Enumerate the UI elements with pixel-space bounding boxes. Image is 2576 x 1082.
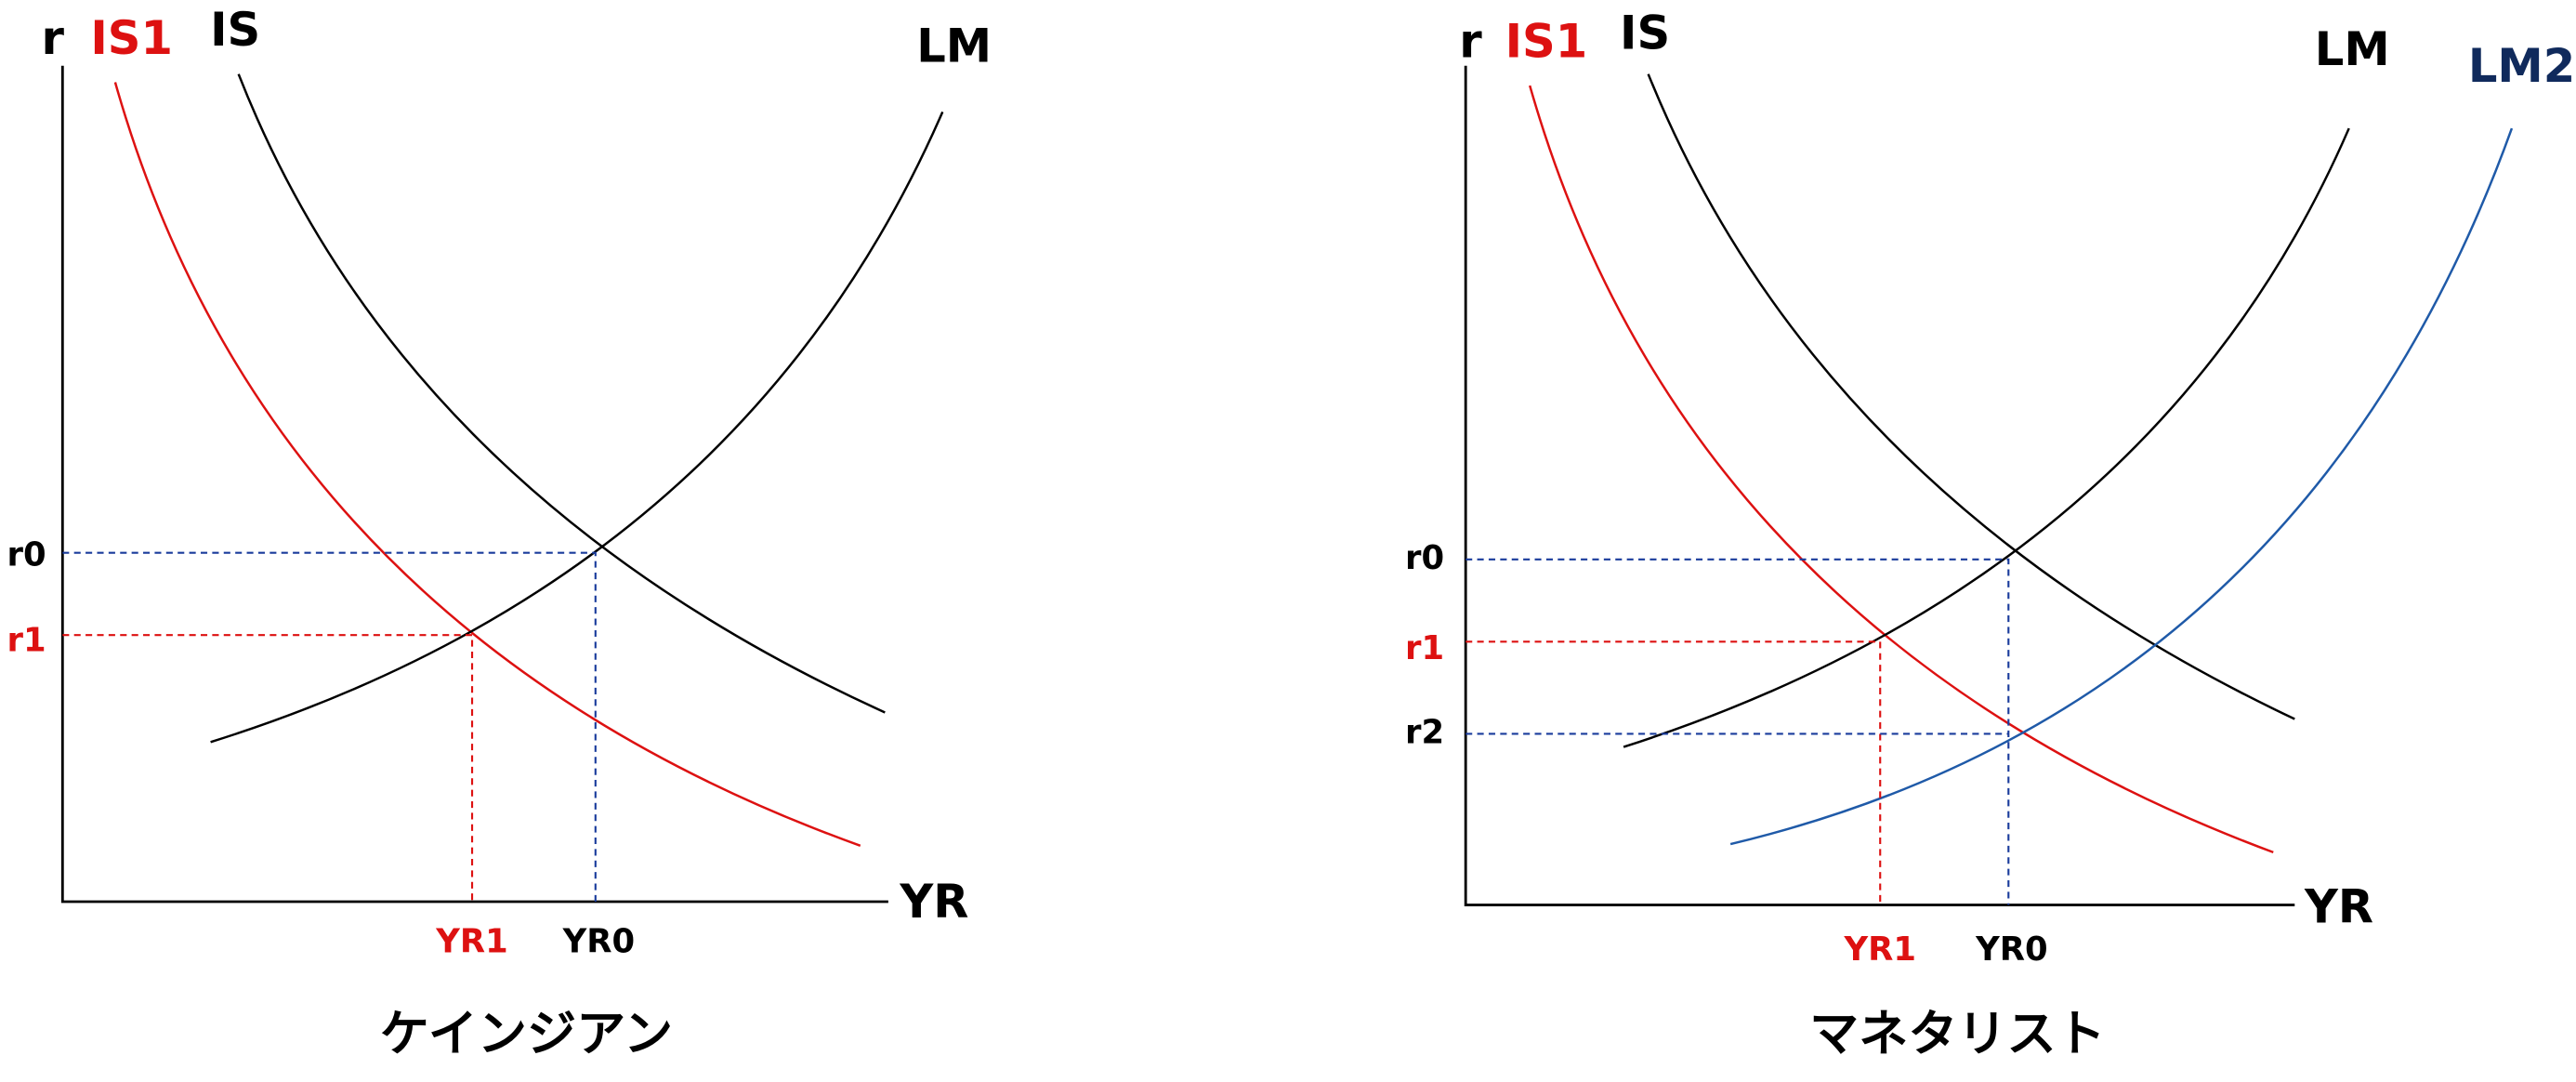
lm-curve: [210, 111, 944, 744]
axes: [60, 65, 888, 904]
curve-label: LM: [2315, 22, 2390, 76]
output-label: YR0: [562, 922, 636, 960]
axes: [1464, 65, 2295, 906]
rate-label: r0: [1405, 539, 1444, 577]
output-label: YR1: [1843, 930, 1916, 969]
curve-label: LM: [916, 20, 992, 73]
curve-label: LM2: [2468, 39, 2575, 93]
curve-label: IS1: [90, 11, 173, 65]
caption: マネタリスト: [1809, 1005, 2106, 1062]
y-axis-label: r: [41, 11, 64, 65]
r0-guide: [62, 551, 597, 903]
panel-keynesian: r IS1 IS LM YR r0 r1 YR1 YR0 ケインジアン: [7, 3, 992, 1062]
curve-label: IS: [1620, 6, 1670, 59]
x-axis-label: YR: [899, 875, 968, 929]
curve-label: IS1: [1505, 14, 1588, 68]
rate-label: r1: [1405, 629, 1444, 667]
rate-label: r1: [7, 621, 46, 659]
is-curve: [237, 73, 886, 714]
panel-monetarist: r IS1 IS LM LM2 YR r0 r1 r2 YR1 YR0 マネタリ…: [1405, 6, 2575, 1062]
r1-guide: [62, 634, 474, 903]
is-curve: [1647, 73, 2295, 720]
is1-curve: [113, 82, 861, 847]
curve-label: IS: [210, 3, 260, 57]
output-label: YR1: [435, 922, 508, 960]
y-axis-label: r: [1459, 14, 1482, 68]
rate-label: r0: [7, 535, 46, 574]
r1-guide: [1465, 640, 1882, 905]
lm2-curve: [1729, 127, 2514, 846]
output-label: YR0: [1975, 930, 2048, 969]
caption: ケインジアン: [380, 1005, 673, 1062]
is1-curve: [1529, 85, 2274, 854]
r0-guide: [1465, 558, 2010, 905]
lm-curve: [1623, 127, 2350, 748]
rate-label: r2: [1405, 713, 1444, 751]
x-axis-label: YR: [2304, 879, 2373, 933]
